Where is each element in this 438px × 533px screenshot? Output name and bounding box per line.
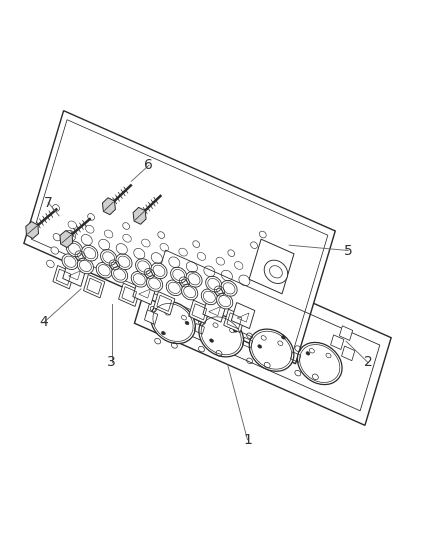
Ellipse shape bbox=[251, 242, 258, 248]
Polygon shape bbox=[133, 279, 156, 304]
Polygon shape bbox=[133, 207, 146, 224]
Ellipse shape bbox=[136, 259, 152, 274]
Ellipse shape bbox=[182, 284, 198, 300]
Ellipse shape bbox=[201, 289, 217, 305]
Polygon shape bbox=[339, 326, 353, 341]
Ellipse shape bbox=[297, 342, 342, 385]
Ellipse shape bbox=[206, 276, 222, 292]
Ellipse shape bbox=[259, 231, 266, 238]
Polygon shape bbox=[63, 261, 86, 286]
Polygon shape bbox=[84, 274, 105, 298]
Polygon shape bbox=[203, 296, 226, 322]
Ellipse shape bbox=[282, 336, 285, 339]
Polygon shape bbox=[24, 111, 335, 364]
Polygon shape bbox=[26, 222, 39, 239]
Ellipse shape bbox=[78, 258, 93, 274]
Ellipse shape bbox=[306, 352, 310, 355]
Ellipse shape bbox=[123, 223, 130, 229]
Ellipse shape bbox=[228, 250, 235, 256]
Text: 3: 3 bbox=[107, 356, 116, 369]
Polygon shape bbox=[231, 303, 255, 328]
Ellipse shape bbox=[46, 260, 54, 268]
Ellipse shape bbox=[258, 345, 261, 348]
Ellipse shape bbox=[53, 233, 61, 241]
Ellipse shape bbox=[53, 205, 60, 211]
Ellipse shape bbox=[185, 321, 189, 325]
Ellipse shape bbox=[221, 280, 237, 296]
Ellipse shape bbox=[233, 329, 237, 332]
Polygon shape bbox=[342, 346, 355, 361]
Ellipse shape bbox=[166, 280, 182, 296]
Ellipse shape bbox=[101, 249, 117, 265]
Ellipse shape bbox=[217, 293, 233, 309]
Ellipse shape bbox=[249, 329, 294, 372]
Text: 4: 4 bbox=[39, 316, 48, 329]
Ellipse shape bbox=[193, 241, 200, 247]
Ellipse shape bbox=[112, 266, 127, 282]
Ellipse shape bbox=[210, 339, 213, 342]
Ellipse shape bbox=[62, 254, 78, 270]
Ellipse shape bbox=[151, 263, 167, 279]
Ellipse shape bbox=[88, 214, 95, 220]
Ellipse shape bbox=[171, 267, 187, 283]
Ellipse shape bbox=[131, 271, 147, 287]
Text: 2: 2 bbox=[364, 356, 372, 369]
Ellipse shape bbox=[96, 262, 112, 278]
Ellipse shape bbox=[186, 271, 202, 287]
Ellipse shape bbox=[51, 247, 59, 254]
Ellipse shape bbox=[151, 301, 195, 344]
Text: 5: 5 bbox=[344, 244, 353, 257]
Polygon shape bbox=[331, 335, 344, 350]
Text: 7: 7 bbox=[44, 196, 53, 209]
Ellipse shape bbox=[264, 260, 288, 284]
Polygon shape bbox=[189, 300, 210, 324]
Ellipse shape bbox=[67, 241, 82, 257]
Polygon shape bbox=[224, 309, 245, 333]
Polygon shape bbox=[102, 198, 116, 215]
Ellipse shape bbox=[199, 314, 244, 357]
Ellipse shape bbox=[162, 332, 165, 335]
Ellipse shape bbox=[147, 276, 162, 292]
Polygon shape bbox=[53, 265, 74, 289]
Ellipse shape bbox=[82, 245, 98, 261]
Polygon shape bbox=[145, 310, 158, 325]
Polygon shape bbox=[154, 292, 175, 315]
Ellipse shape bbox=[116, 254, 132, 270]
Polygon shape bbox=[134, 236, 391, 425]
Polygon shape bbox=[119, 283, 140, 306]
Ellipse shape bbox=[158, 232, 165, 238]
Polygon shape bbox=[60, 231, 73, 248]
Polygon shape bbox=[249, 239, 294, 294]
Text: 6: 6 bbox=[145, 158, 153, 172]
Text: 1: 1 bbox=[243, 433, 252, 447]
